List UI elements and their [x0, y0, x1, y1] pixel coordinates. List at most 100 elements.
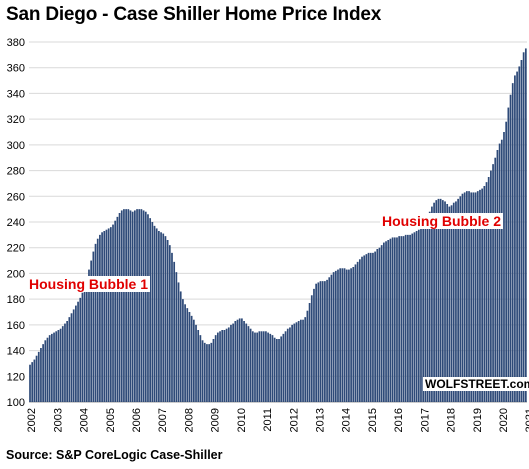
- x-tick-label: 2014: [341, 408, 353, 432]
- watermark: WOLFSTREET.com: [423, 377, 529, 391]
- bar: [380, 245, 383, 402]
- bar: [461, 193, 464, 402]
- bar: [114, 220, 117, 402]
- bar: [507, 107, 510, 402]
- bar: [179, 291, 182, 402]
- bar: [424, 222, 427, 402]
- y-tick-label: 120: [7, 371, 25, 383]
- bar: [112, 224, 114, 402]
- x-tick-label: 2010: [236, 408, 248, 432]
- bar: [210, 342, 213, 402]
- chart-title: San Diego - Case Shiller Home Price Inde…: [6, 4, 382, 25]
- bar: [374, 251, 376, 402]
- bar: [184, 304, 186, 402]
- gridlines: [29, 41, 527, 403]
- annotation-housing-bubble-1: Housing Bubble 1: [27, 276, 150, 292]
- bar: [243, 321, 245, 402]
- bar: [291, 324, 293, 402]
- bar: [439, 198, 442, 402]
- bar: [142, 210, 145, 402]
- bar: [343, 268, 346, 402]
- bar: [356, 261, 359, 402]
- bar: [160, 232, 162, 402]
- bar: [269, 333, 272, 402]
- bar: [164, 236, 167, 402]
- bar: [339, 268, 342, 402]
- x-tick-label: 2003: [52, 408, 64, 432]
- bar: [249, 328, 252, 402]
- bar: [468, 191, 470, 402]
- y-tick-label: 240: [7, 217, 25, 229]
- bar: [500, 139, 503, 402]
- bar: [262, 331, 265, 402]
- bar: [203, 342, 206, 402]
- bar: [396, 237, 398, 402]
- bar: [304, 317, 307, 402]
- bar: [140, 209, 143, 402]
- bar: [498, 143, 501, 402]
- bar: [334, 270, 337, 402]
- bar: [448, 206, 451, 402]
- bar: [88, 269, 90, 402]
- bar: [177, 282, 180, 402]
- y-tick-label: 300: [7, 140, 25, 152]
- bar: [474, 192, 477, 402]
- bar: [428, 211, 431, 402]
- bar: [92, 251, 95, 402]
- bar: [72, 309, 75, 402]
- bar: [166, 240, 169, 402]
- bar: [485, 182, 488, 402]
- bar: [238, 318, 241, 402]
- bar: [417, 229, 420, 402]
- bar: [385, 241, 387, 402]
- bar: [144, 211, 147, 402]
- x-tick-label: 2004: [79, 408, 91, 432]
- bar: [83, 286, 86, 402]
- bar: [275, 339, 278, 402]
- y-tick-label: 340: [7, 88, 25, 100]
- bar: [129, 210, 132, 402]
- bar: [31, 362, 34, 402]
- bar: [286, 328, 289, 402]
- bar: [457, 198, 459, 402]
- bar: [310, 295, 313, 402]
- bar: [302, 319, 304, 402]
- bar: [267, 332, 269, 402]
- bar: [234, 321, 237, 402]
- bar: [365, 254, 368, 402]
- bar: [96, 238, 99, 402]
- bar: [273, 337, 276, 402]
- x-tick-label: 2011: [262, 408, 274, 432]
- bar: [441, 200, 444, 402]
- bar: [435, 200, 438, 402]
- bar: [107, 228, 110, 402]
- bar: [149, 218, 152, 402]
- bar: [337, 269, 339, 402]
- bar: [118, 213, 121, 402]
- source-note: Source: S&P CoreLogic Case-Shiller: [6, 448, 223, 462]
- bar: [133, 210, 136, 402]
- bar: [116, 216, 119, 402]
- bar: [70, 313, 73, 402]
- bar: [426, 218, 429, 402]
- bar: [190, 315, 193, 402]
- y-tick-label: 160: [7, 320, 25, 332]
- bar: [382, 242, 385, 402]
- bar: [487, 177, 490, 402]
- bar: [308, 303, 311, 402]
- bar: [496, 150, 499, 402]
- bar: [472, 192, 475, 402]
- bar: [37, 351, 40, 402]
- bar: [295, 322, 298, 402]
- bar: [186, 308, 189, 402]
- bar: [411, 233, 414, 402]
- bar: [68, 317, 71, 402]
- x-tick-label: 2015: [367, 408, 379, 432]
- bar: [505, 121, 508, 403]
- bar: [94, 243, 97, 402]
- bar: [376, 249, 379, 402]
- bar: [236, 319, 239, 402]
- bar: [251, 331, 254, 402]
- bar: [463, 192, 466, 402]
